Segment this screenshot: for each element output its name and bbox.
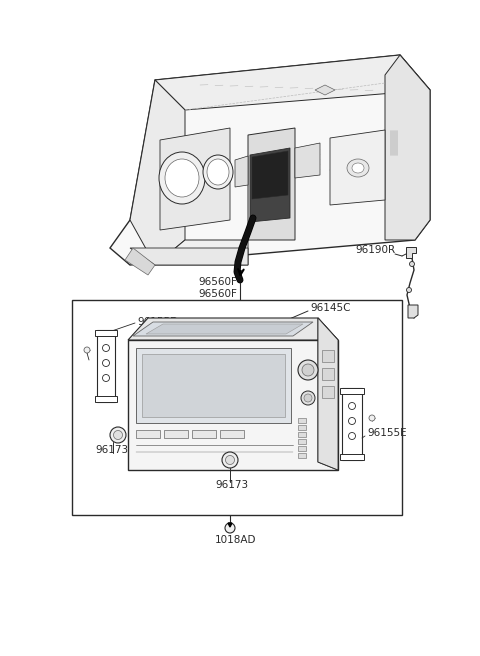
- Polygon shape: [235, 156, 248, 187]
- Bar: [322, 386, 334, 398]
- Bar: [97, 330, 115, 402]
- Bar: [298, 432, 306, 437]
- Circle shape: [222, 452, 238, 468]
- Polygon shape: [318, 318, 338, 470]
- Text: 96155E: 96155E: [367, 428, 407, 438]
- Polygon shape: [315, 85, 335, 95]
- Polygon shape: [130, 248, 248, 265]
- Bar: [340, 454, 364, 460]
- Bar: [72, 300, 402, 515]
- Polygon shape: [295, 143, 320, 178]
- Circle shape: [304, 394, 312, 402]
- Polygon shape: [385, 55, 430, 240]
- Text: 96560F: 96560F: [199, 289, 238, 299]
- Polygon shape: [133, 322, 313, 336]
- Polygon shape: [228, 523, 232, 527]
- Bar: [142, 354, 285, 417]
- Polygon shape: [125, 248, 155, 275]
- Bar: [298, 453, 306, 458]
- Polygon shape: [155, 55, 430, 110]
- Polygon shape: [155, 240, 248, 265]
- Circle shape: [225, 523, 235, 533]
- Bar: [342, 388, 362, 460]
- Circle shape: [113, 430, 122, 440]
- Circle shape: [226, 455, 235, 464]
- Polygon shape: [128, 318, 338, 340]
- Text: 96173: 96173: [95, 445, 128, 455]
- Circle shape: [110, 427, 126, 443]
- Polygon shape: [160, 128, 230, 230]
- Circle shape: [298, 360, 318, 380]
- Bar: [220, 430, 244, 438]
- Ellipse shape: [352, 163, 364, 173]
- Polygon shape: [406, 247, 416, 258]
- Circle shape: [103, 344, 109, 352]
- Polygon shape: [252, 151, 288, 199]
- Bar: [298, 418, 306, 423]
- Circle shape: [409, 262, 415, 266]
- Polygon shape: [130, 80, 185, 265]
- Bar: [95, 330, 117, 336]
- Bar: [164, 430, 188, 438]
- Ellipse shape: [159, 152, 205, 204]
- Text: 96155D: 96155D: [137, 317, 178, 327]
- Bar: [298, 439, 306, 444]
- Ellipse shape: [207, 159, 229, 185]
- Circle shape: [348, 432, 356, 440]
- Bar: [136, 348, 291, 423]
- Bar: [192, 430, 216, 438]
- Bar: [128, 340, 338, 470]
- Polygon shape: [330, 130, 385, 205]
- Text: 96190R: 96190R: [355, 245, 395, 255]
- Text: 1018AD: 1018AD: [215, 535, 256, 545]
- Bar: [298, 446, 306, 451]
- Bar: [322, 350, 334, 362]
- Text: 96560F: 96560F: [199, 277, 238, 287]
- Text: 96173: 96173: [215, 480, 248, 490]
- Polygon shape: [250, 148, 290, 222]
- Circle shape: [103, 375, 109, 382]
- Circle shape: [301, 391, 315, 405]
- Bar: [322, 368, 334, 380]
- Polygon shape: [110, 55, 430, 265]
- Bar: [340, 388, 364, 394]
- Text: 96145C: 96145C: [310, 303, 350, 313]
- Ellipse shape: [165, 159, 199, 197]
- Polygon shape: [146, 324, 303, 334]
- Polygon shape: [318, 318, 338, 470]
- Polygon shape: [408, 305, 418, 318]
- Circle shape: [407, 287, 411, 293]
- Circle shape: [348, 403, 356, 409]
- Ellipse shape: [203, 155, 233, 189]
- Ellipse shape: [347, 159, 369, 177]
- Bar: [298, 425, 306, 430]
- Polygon shape: [248, 128, 295, 240]
- Circle shape: [348, 417, 356, 424]
- Bar: [95, 396, 117, 402]
- Bar: [136, 430, 160, 438]
- Circle shape: [84, 347, 90, 353]
- Circle shape: [302, 364, 314, 376]
- Circle shape: [103, 359, 109, 367]
- Circle shape: [369, 415, 375, 421]
